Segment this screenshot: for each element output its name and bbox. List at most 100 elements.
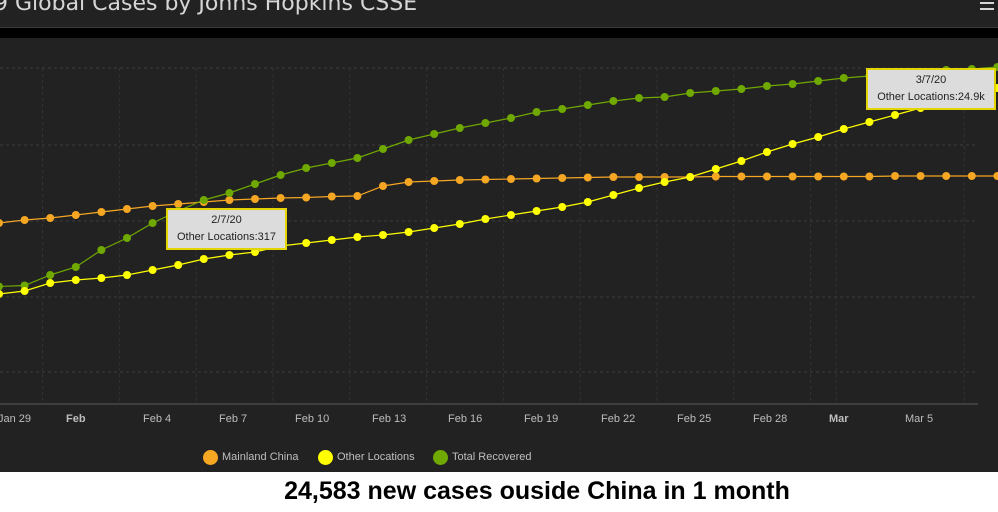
data-point (814, 172, 823, 181)
tooltip-value: Other Locations:24.9k (877, 91, 985, 103)
caption: 24,583 new cases ouside China in 1 month (284, 477, 790, 505)
data-point (635, 94, 643, 102)
data-point (507, 114, 515, 122)
x-axis: Jan 29 Feb Feb 4 Feb 7 Feb 10 Feb 13 Feb 16 Feb… (0, 413, 933, 425)
data-point (123, 271, 131, 279)
data-point (737, 85, 746, 93)
data-point (225, 189, 234, 197)
data-point (532, 108, 541, 116)
data-point (430, 177, 439, 185)
data-point (71, 211, 80, 219)
legend-swatch (318, 450, 333, 465)
data-point (148, 219, 157, 227)
data-point (737, 157, 746, 165)
data-point (609, 173, 618, 181)
data-point (737, 172, 746, 181)
data-point (660, 178, 669, 186)
data-point (251, 180, 259, 188)
hamburger-menu-icon[interactable] (980, 0, 994, 10)
data-point (865, 118, 874, 126)
data-point (379, 145, 387, 153)
tooltip-other-feb7: 2/7/20 Other Locations:317 (166, 208, 287, 250)
data-point (532, 207, 541, 215)
data-point (814, 77, 823, 85)
panel-title: 9 Global Cases by Johns Hopkins CSSE (0, 0, 418, 16)
title-bar: 9 Global Cases by Johns Hopkins CSSE (0, 0, 998, 28)
chart-panel: 9 Global Cases by Johns Hopkins CSSE Jan… (0, 0, 998, 472)
data-point (327, 192, 336, 201)
data-point (97, 246, 106, 254)
data-point (174, 261, 183, 269)
x-tick-label: Feb 7 (219, 413, 247, 425)
data-point (148, 202, 157, 210)
data-point (609, 97, 618, 105)
data-point (993, 172, 998, 180)
data-point (481, 175, 490, 184)
data-point (199, 255, 208, 263)
x-tick-label: Feb 13 (372, 413, 406, 425)
data-point (839, 172, 848, 181)
series-line-total-recovered (0, 66, 998, 288)
data-point (404, 178, 413, 186)
data-point (302, 239, 311, 247)
data-point (404, 228, 413, 236)
data-point (276, 194, 285, 202)
data-point (174, 200, 183, 208)
data-point (148, 266, 157, 274)
x-tick-label: Mar (829, 413, 849, 425)
data-point (353, 154, 362, 162)
data-point (788, 80, 797, 88)
data-point (763, 172, 771, 181)
menu-icon-line (980, 8, 994, 10)
data-point (455, 124, 464, 132)
tooltip-date: 2/7/20 (211, 214, 242, 226)
legend-label: Total Recovered (452, 451, 532, 463)
data-point (558, 174, 567, 182)
x-tick-label: Feb 19 (524, 413, 558, 425)
data-point (199, 196, 208, 204)
x-tick-label: Feb 28 (753, 413, 787, 425)
line-chart[interactable]: Jan 29 Feb Feb 4 Feb 7 Feb 10 Feb 13 Feb 16 Feb… (0, 38, 998, 443)
data-point (967, 172, 976, 180)
data-point (20, 287, 29, 295)
data-point (865, 172, 874, 181)
legend-label: Other Locations (337, 451, 415, 463)
data-point (839, 74, 848, 82)
data-point (711, 165, 720, 173)
data-point (430, 130, 439, 138)
data-point (353, 233, 362, 241)
legend-swatch (433, 450, 448, 465)
data-point (327, 236, 336, 244)
data-point (455, 176, 464, 184)
data-point (71, 263, 80, 271)
divider-band (0, 28, 998, 38)
x-tick-label: Feb 22 (601, 413, 635, 425)
data-point (763, 148, 771, 156)
data-point (507, 175, 515, 183)
grid (0, 67, 978, 405)
tooltip-other-mar7: 3/7/20 Other Locations:24.9k (866, 68, 996, 110)
data-point (20, 216, 29, 224)
data-point (711, 172, 720, 181)
data-point (763, 82, 771, 90)
data-point (0, 282, 3, 291)
data-point (814, 133, 823, 141)
legend-label: Mainland China (222, 451, 299, 463)
data-point (507, 211, 515, 219)
data-point (302, 164, 311, 172)
data-point (532, 174, 541, 183)
data-point (46, 214, 55, 222)
data-point (46, 271, 55, 279)
data-point (660, 93, 669, 101)
data-point (583, 101, 592, 109)
data-point (788, 172, 797, 181)
data-point (558, 105, 567, 113)
data-point (97, 274, 106, 282)
menu-icon-line (980, 2, 994, 4)
data-point (942, 172, 951, 180)
data-point (891, 111, 899, 119)
data-point (481, 215, 490, 223)
data-point (788, 140, 797, 148)
legend: Mainland China Other Locations Total Rec… (0, 446, 998, 470)
x-tick-label: Feb 25 (677, 413, 711, 425)
